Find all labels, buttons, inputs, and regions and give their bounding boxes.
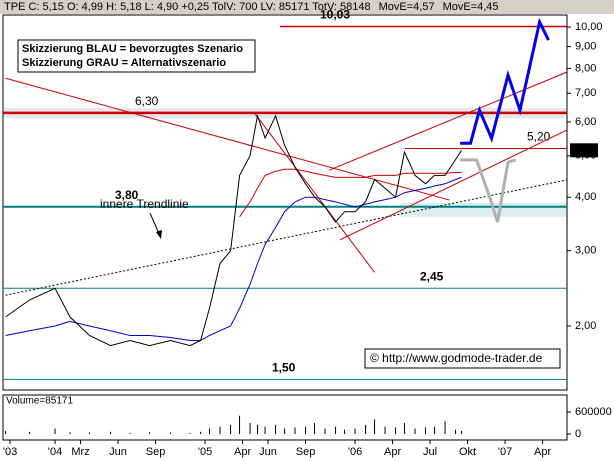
legend-text: Skizzierung GRAU = Alternativszenario <box>22 57 226 69</box>
x-tick-label: Apr <box>384 446 401 458</box>
x-tick-label: '05 <box>198 446 212 458</box>
legend-entry: MovE=4,45 <box>443 1 499 13</box>
series-line <box>5 176 462 341</box>
x-tick-label: Sep <box>146 446 166 458</box>
level-label: 2,45 <box>420 269 444 283</box>
x-tick-label: Mrz <box>71 446 89 458</box>
level-label: 3,80 <box>115 188 139 202</box>
zone <box>400 202 566 217</box>
trendline <box>339 129 567 241</box>
copyright: © http://www.godmode-trader.de <box>370 351 543 365</box>
y-tick-label: 6,00 <box>575 116 596 128</box>
y-tick-label: 4,00 <box>575 191 596 203</box>
vol-tick-label: 0 <box>575 428 581 440</box>
x-tick-label: Okt <box>459 446 476 458</box>
x-tick-label: Apr <box>234 446 251 458</box>
plot: 10,03 6,30 3,80 2,45 1,50 5,20 <box>3 8 567 380</box>
vol-tick-label: 600000 <box>575 406 612 418</box>
y-tick-label: 3,00 <box>575 245 596 257</box>
last-price: 5,15 <box>573 144 594 156</box>
y-tick-label: 8,00 <box>575 62 596 74</box>
header: TPE C: 5,15 O: 4,99 H: 5,18 L: 4,90 +0,2… <box>4 1 371 13</box>
legend-box <box>17 39 256 73</box>
level-label: 5,20 <box>527 130 551 144</box>
level-label: 6,30 <box>135 94 159 108</box>
trendline <box>254 112 375 273</box>
x-tick-label: Jul <box>423 446 437 458</box>
scenario-line <box>460 17 550 145</box>
level-label: 1,50 <box>272 361 296 375</box>
x-tick-label: '04 <box>48 446 62 458</box>
trendline <box>329 71 567 171</box>
trend-label: innere Trendlinie <box>100 197 189 211</box>
x-tick-label: Sep <box>296 446 316 458</box>
legend-entry: MovE=4,57 <box>379 1 435 13</box>
level-label: 10,03 <box>320 8 350 22</box>
x-tick-label: '07 <box>498 446 512 458</box>
legend-text: Skizzierung BLAU = bevorzugtes Szenario <box>22 43 243 55</box>
copyright-box <box>364 348 561 369</box>
x-tick-label: Apr <box>534 446 551 458</box>
series-line <box>5 113 463 347</box>
y-tick-label: 7,00 <box>575 87 596 99</box>
arrow-head <box>156 230 162 239</box>
trendline <box>5 179 567 296</box>
header-bar <box>0 0 614 14</box>
y-tick-label: 2,00 <box>575 320 596 332</box>
x-tick-label: '06 <box>348 446 362 458</box>
series-line <box>239 168 462 218</box>
volume-title: Volume=85171 <box>6 396 73 407</box>
last-price-box <box>570 143 598 158</box>
y-tick-label: 10,00 <box>575 21 603 33</box>
x-tick-label: Jun <box>259 446 277 458</box>
x-tick-label: Jun <box>109 446 127 458</box>
x-tick-label: '03 <box>3 446 17 458</box>
y-tick-label: 9,00 <box>575 41 596 53</box>
scenario-line <box>460 158 516 223</box>
